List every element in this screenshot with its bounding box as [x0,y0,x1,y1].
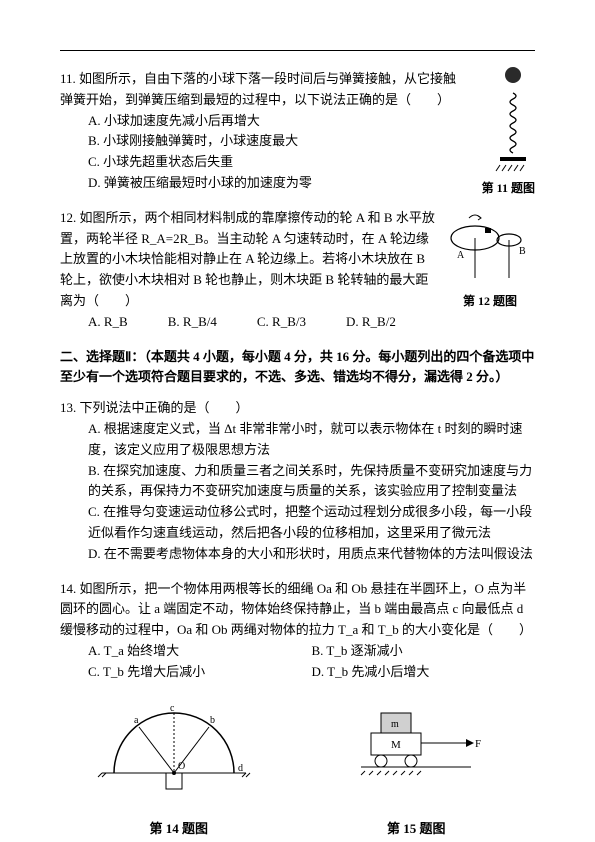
figure-15: m M F [298,703,536,813]
q12-optD: D. R_B/2 [346,312,396,333]
question-12: A B 第 12 题图 12. 如图所示，两个相同材料制成的靠摩擦传动的轮 A … [60,208,535,333]
figure-11-caption: 第 11 题图 [482,179,535,198]
svg-text:M: M [391,739,401,751]
q14-optA: A. T_a 始终增大 [88,641,312,662]
question-13: 13. 下列说法中正确的是（ ） A. 根据速度定义式，当 Δt 非常非常小时，… [60,398,535,564]
q13-optD: D. 在不需要考虑物体本身的大小和形状时，用质点来代替物体的方法叫假设法 [60,544,535,565]
q12-optA: A. R_B [88,312,128,333]
q12-options: A. R_B B. R_B/4 C. R_B/3 D. R_B/2 [60,312,535,333]
q11-stem: 11. 如图所示，自由下落的小球下落一段时间后与弹簧接触，从它接触弹簧开始，到弹… [60,69,535,111]
q14-row2: C. T_b 先增大后减小 D. T_b 先减小后增大 [60,662,535,683]
figure-14-caption: 第 14 题图 [60,819,298,840]
spring-ball-icon [484,65,532,175]
q11-optA: A. 小球加速度先减小后再增大 [60,111,535,132]
figure-14: a c b d O [60,703,298,813]
q11-optC: C. 小球先超重状态后失重 [60,152,535,173]
figure-12: A B 第 12 题图 [445,208,535,311]
svg-text:B: B [519,246,526,257]
q14-optC: C. T_b 先增大后减小 [88,662,312,683]
semicircle-icon: a c b d O [94,703,264,813]
q13-optA: A. 根据速度定义式，当 Δt 非常非常小时，就可以表示物体在 t 时刻的瞬时速… [60,419,535,461]
svg-text:c: c [170,703,175,714]
question-14: 14. 如图所示，把一个物体用两根等长的细绳 Oa 和 Ob 悬挂在半圆环上，O… [60,579,535,683]
q13-optC: C. 在推导匀变速运动位移公式时，把整个运动过程划分成很多小段，每一小段近似看作… [60,502,535,544]
figure-12-caption: 第 12 题图 [445,292,535,311]
figure-15-caption: 第 15 题图 [298,819,536,840]
svg-text:a: a [134,715,139,726]
q14-stem: 14. 如图所示，把一个物体用两根等长的细绳 Oa 和 Ob 悬挂在半圆环上，O… [60,579,535,641]
q11-optD: D. 弹簧被压缩最短时小球的加速度为零 [60,173,535,194]
svg-text:F: F [475,738,481,750]
svg-text:d: d [238,763,243,774]
wheels-icon: A B [445,208,535,288]
figure-11: 第 11 题图 [482,65,535,198]
q12-optC: C. R_B/3 [257,312,306,333]
svg-text:O: O [178,761,185,772]
block-pulley-icon: m M F [341,703,491,793]
q14-row1: A. T_a 始终增大 B. T_b 逐渐减小 [60,641,535,662]
q12-optB: B. R_B/4 [168,312,217,333]
question-11: 第 11 题图 11. 如图所示，自由下落的小球下落一段时间后与弹簧接触，从它接… [60,69,535,194]
q13-optB: B. 在探究加速度、力和质量三者之间关系时，先保持质量不变研究加速度与力的关系，… [60,461,535,503]
q11-optB: B. 小球刚接触弹簧时，小球速度最大 [60,131,535,152]
bottom-captions: 第 14 题图 第 15 题图 [60,819,535,840]
svg-text:b: b [210,715,215,726]
top-rule [60,50,535,51]
q14-optB: B. T_b 逐渐减小 [312,641,536,662]
bottom-figures: a c b d O m M F [60,703,535,813]
q14-optD: D. T_b 先减小后增大 [312,662,536,683]
svg-text:A: A [457,250,465,261]
svg-text:m: m [391,719,399,730]
section-2-title: 二、选择题Ⅱ：（本题共 4 小题，每小题 4 分，共 16 分。每小题列出的四个… [60,347,535,389]
q13-stem: 13. 下列说法中正确的是（ ） [60,398,535,419]
